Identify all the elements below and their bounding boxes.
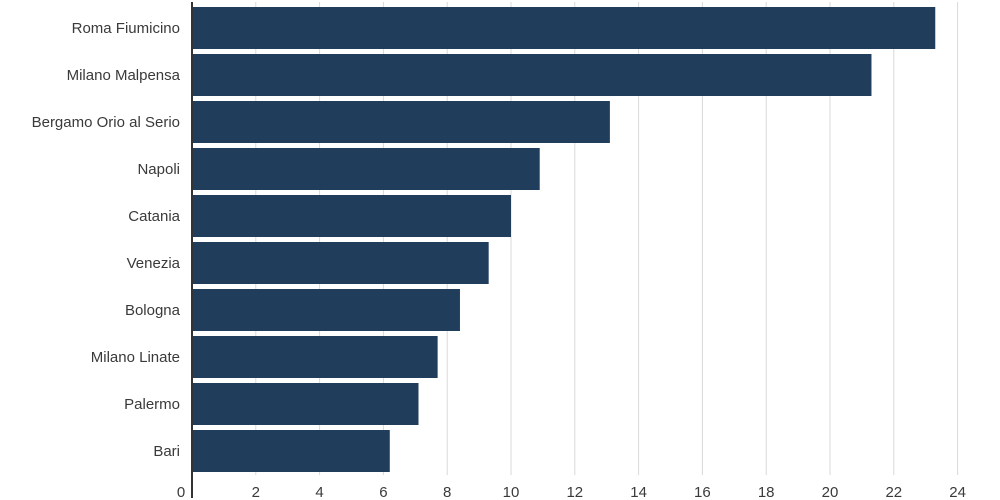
category-labels: Roma Fiumicino Milano Malpensa Bergamo Ori… (32, 20, 181, 460)
x-tick-label: 6 (379, 484, 387, 500)
category-label: Venezia (127, 255, 181, 272)
x-tick-label: 4 (315, 484, 323, 500)
x-tick-label: 14 (630, 484, 647, 500)
category-label: Milano Linate (91, 349, 180, 366)
bar (192, 430, 390, 472)
category-label: Bergamo Orio al Serio (32, 114, 180, 131)
x-tick-label: 10 (503, 484, 520, 500)
category-label: Bologna (125, 302, 181, 319)
bar (192, 101, 610, 143)
x-tick-label: 20 (822, 484, 839, 500)
x-tick-label: 16 (694, 484, 711, 500)
category-label: Milano Malpensa (67, 67, 181, 84)
bar (192, 54, 872, 96)
category-label: Catania (128, 208, 180, 225)
x-tick-label: 0 (177, 484, 185, 500)
bar (192, 148, 540, 190)
x-tick-label: 22 (885, 484, 902, 500)
bar (192, 7, 936, 49)
x-tick-labels: 0 2 4 6 8 10 12 14 16 18 20 22 24 (177, 484, 966, 500)
x-tick-label: 18 (758, 484, 775, 500)
bar (192, 195, 511, 237)
x-tick-label: 8 (443, 484, 451, 500)
x-tick-label: 24 (949, 484, 966, 500)
category-label: Bari (153, 443, 180, 460)
bar (192, 336, 438, 378)
bars (192, 7, 936, 472)
bar (192, 242, 489, 284)
category-label: Napoli (137, 161, 180, 178)
category-label: Palermo (124, 396, 180, 413)
x-tick-label: 2 (252, 484, 260, 500)
bar (192, 289, 460, 331)
bar (192, 383, 419, 425)
x-tick-label: 12 (566, 484, 583, 500)
category-label: Roma Fiumicino (72, 20, 180, 37)
